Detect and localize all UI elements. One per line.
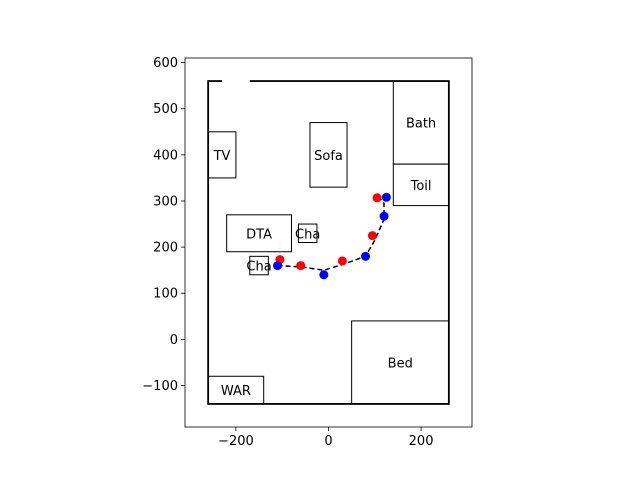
furniture-box-toil — [392, 163, 450, 207]
furniture-box-tv — [207, 131, 237, 179]
y-tick-label: −100 — [142, 379, 178, 394]
y-tick-label: 0 — [170, 333, 178, 348]
red-point — [367, 231, 377, 241]
furniture-label-cha: Cha — [295, 227, 320, 242]
furniture-label-bath: Bath — [406, 117, 436, 132]
furniture-label-bed: Bed — [388, 356, 413, 371]
furniture-box-war — [207, 375, 265, 405]
x-tick-label: −200 — [218, 434, 254, 449]
y-tick-label: 200 — [153, 241, 178, 256]
furniture-label-tv: TV — [213, 149, 231, 164]
axes-layer: −200 0 200 −100 0 100 200 300 400 500 600 — [142, 56, 473, 449]
x-tick-label: 0 — [324, 434, 332, 449]
furniture-layer: Bath TV Sofa Toil DTA Cha Cha Bed WAR — [207, 80, 450, 405]
furniture-box-cha — [249, 255, 269, 276]
furniture-label-cha: Cha — [246, 260, 271, 275]
furniture-label-toil: Toil — [410, 179, 432, 194]
red-point — [372, 193, 382, 203]
blue-point — [319, 270, 329, 280]
furniture-label-sofa: Sofa — [314, 149, 343, 164]
blue-point — [381, 192, 391, 202]
points-layer — [273, 192, 391, 280]
furniture-box-dta — [226, 214, 292, 253]
red-point — [337, 256, 347, 266]
blue-point — [273, 261, 283, 271]
y-tick-label: 300 — [153, 194, 178, 209]
y-tick-label: 100 — [153, 287, 178, 302]
furniture-box-sofa — [309, 122, 348, 188]
y-tick-label: 400 — [153, 148, 178, 163]
blue-point — [361, 251, 371, 261]
furniture-box-cha — [297, 223, 318, 244]
y-tick-label: 500 — [153, 102, 178, 117]
y-tick-label: 600 — [153, 56, 178, 71]
blue-point — [379, 211, 389, 221]
room-outline — [207, 80, 450, 405]
furniture-label-dta: DTA — [246, 227, 272, 242]
room-layer — [207, 79, 450, 405]
furniture-label-war: WAR — [221, 384, 251, 399]
x-tick-label: 200 — [409, 434, 434, 449]
furniture-box-bed — [351, 320, 450, 405]
red-point — [296, 261, 306, 271]
